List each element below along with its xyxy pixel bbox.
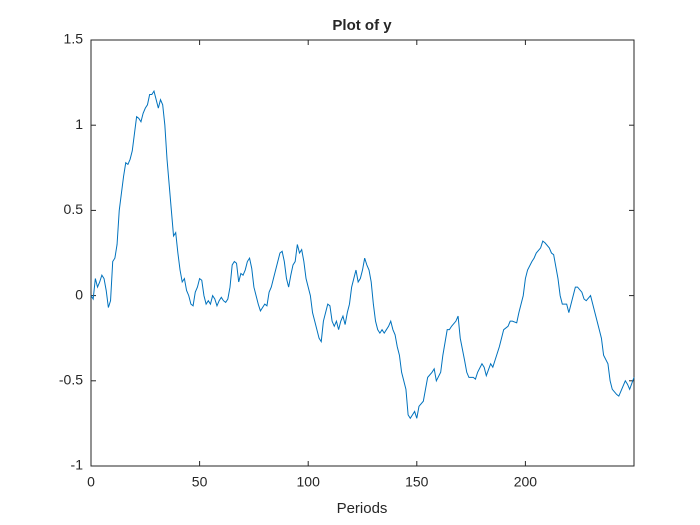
y-tick-label: 0.5 bbox=[64, 201, 84, 217]
x-tick-label: 200 bbox=[514, 474, 538, 490]
x-tick-label: 0 bbox=[87, 474, 95, 490]
chart-title: Plot of y bbox=[332, 17, 392, 34]
x-axis-label: Periods bbox=[337, 500, 388, 517]
data-line bbox=[90, 89, 635, 420]
x-tick-label: 150 bbox=[405, 474, 429, 490]
plot-frame bbox=[90, 39, 635, 467]
y-tick-label: -0.5 bbox=[59, 372, 83, 388]
y-tick-label: -1 bbox=[71, 457, 84, 473]
y-tick-label: 1 bbox=[75, 116, 83, 132]
y-tick-label: 0 bbox=[75, 286, 83, 302]
y-tick-label: 1.5 bbox=[64, 31, 84, 47]
x-tick-label: 50 bbox=[192, 474, 208, 490]
x-tick-label: 100 bbox=[297, 474, 321, 490]
